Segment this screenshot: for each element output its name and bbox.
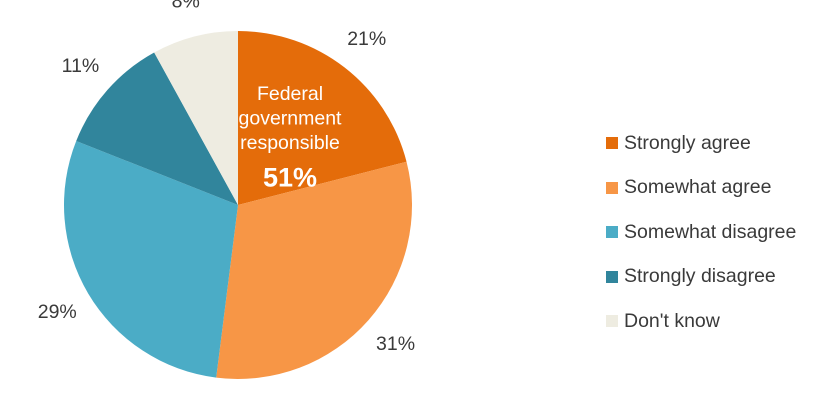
pie-slice-don-t-know xyxy=(154,31,238,205)
legend-swatch xyxy=(606,181,618,194)
legend-swatch xyxy=(606,315,618,328)
pie-chart: 21% 31% 29% 11% 8% Federal governmentresponsi… xyxy=(38,0,415,379)
legend-item-strongly-agree: Strongly agree xyxy=(606,121,796,166)
pie-slice-somewhat-agree xyxy=(216,161,412,379)
legend-item-don-t-know: Don't know xyxy=(606,299,796,344)
annotation-line-2: government xyxy=(239,108,343,130)
value-label-strongly-agree: 21% xyxy=(347,28,386,50)
legend-swatch xyxy=(606,137,618,150)
value-label-somewhat-agree: 31% xyxy=(376,333,415,355)
legend-label: Don't know xyxy=(624,309,720,332)
legend-label: Somewhat disagree xyxy=(624,220,797,243)
value-labels: 21% 31% 29% 11% 8% xyxy=(38,0,415,355)
pie-slices xyxy=(64,31,412,379)
legend-label: Strongly disagree xyxy=(624,265,776,288)
legend-label: Somewhat agree xyxy=(624,176,772,199)
annotation-value: 51% xyxy=(263,163,317,193)
legend-swatch xyxy=(606,270,618,283)
value-label-don-t-know: 8% xyxy=(172,0,200,13)
pie-slice-strongly-agree xyxy=(238,31,407,205)
pie-slice-somewhat-disagree xyxy=(64,140,238,378)
value-label-strongly-disagree: 11% xyxy=(62,55,100,77)
legend-item-somewhat-agree: Somewhat agree xyxy=(606,166,796,211)
legend-item-somewhat-disagree: Somewhat disagree xyxy=(606,210,796,255)
legend-item-strongly-disagree: Strongly disagree xyxy=(606,255,796,300)
legend-swatch xyxy=(606,226,618,239)
pie-slice-strongly-disagree xyxy=(76,52,238,205)
annotation-line-1: Federal xyxy=(257,83,323,105)
chart-legend: Strongly agree Somewhat agree Somewhat dis… xyxy=(606,121,796,344)
annotation-line-3: responsible xyxy=(240,132,340,154)
value-label-somewhat-disagree: 29% xyxy=(38,301,77,323)
legend-label: Strongly agree xyxy=(624,131,751,154)
